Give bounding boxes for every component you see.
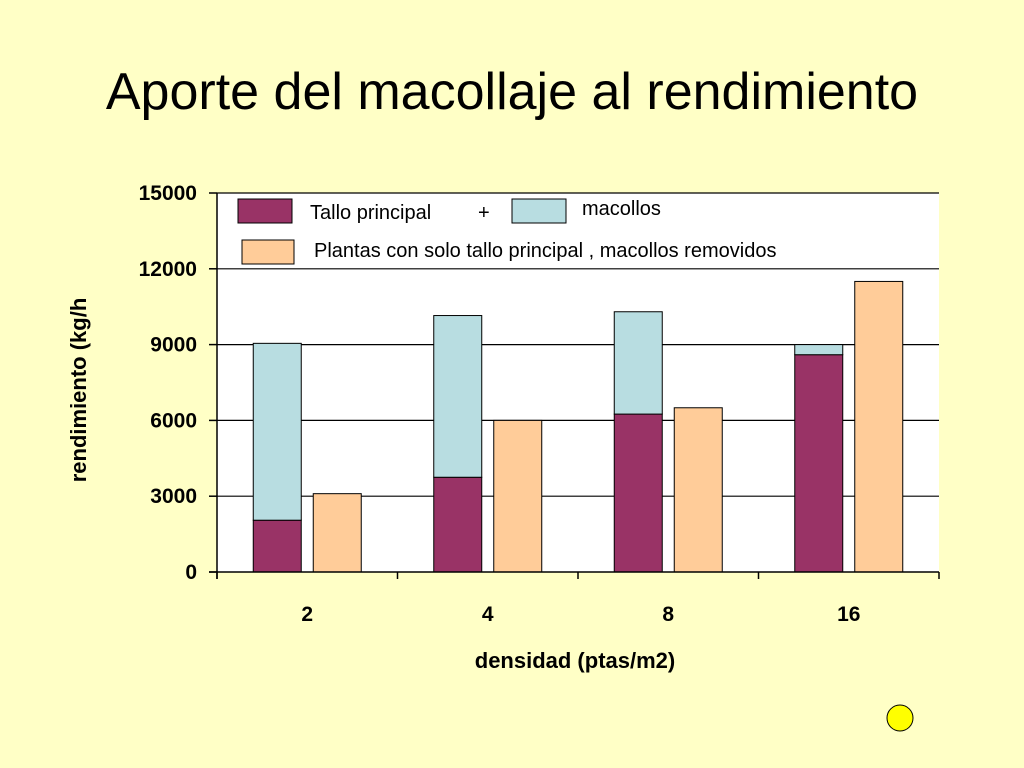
legend-plus: + bbox=[478, 202, 490, 224]
legend-swatch-removed bbox=[241, 239, 295, 265]
bar-segment bbox=[613, 311, 663, 415]
bar-segment bbox=[794, 354, 844, 573]
bar-segment bbox=[794, 344, 844, 356]
bar-segment bbox=[252, 519, 302, 573]
legend-label-macollos: macollos bbox=[582, 198, 661, 220]
axes bbox=[209, 192, 940, 579]
x-tick-label: 4 bbox=[482, 603, 494, 626]
legend-swatch-macollos bbox=[511, 198, 567, 224]
y-tick-label: 3000 bbox=[150, 485, 197, 508]
y-tick-label: 12000 bbox=[139, 258, 197, 281]
x-tick-label: 8 bbox=[662, 603, 674, 626]
y-tick-label: 6000 bbox=[150, 409, 197, 432]
bar bbox=[312, 493, 362, 573]
bar-segment bbox=[433, 476, 483, 573]
legend: Tallo principal + macollos Plantas con s… bbox=[237, 198, 776, 265]
bar-segment bbox=[613, 413, 663, 573]
y-axis-label: rendimiento (kg/h bbox=[66, 298, 91, 483]
x-axis-label: densidad (ptas/m2) bbox=[475, 648, 675, 673]
x-tick-label: 16 bbox=[837, 603, 860, 626]
bar-segment bbox=[433, 315, 483, 478]
legend-label-tallo: Tallo principal bbox=[310, 202, 431, 224]
bar bbox=[854, 280, 904, 573]
y-tick-label: 0 bbox=[185, 561, 197, 584]
legend-label-removed: Plantas con solo tallo principal , macol… bbox=[314, 240, 776, 262]
bar bbox=[493, 419, 543, 573]
slide-title: Aporte del macollaje al rendimiento bbox=[105, 63, 919, 121]
decorative-circle bbox=[886, 704, 914, 732]
x-tick-label: 2 bbox=[301, 603, 313, 626]
bar bbox=[673, 407, 723, 573]
y-tick-label: 9000 bbox=[150, 334, 197, 357]
bars bbox=[252, 280, 904, 573]
x-tick-labels: 2 4 8 16 bbox=[301, 603, 860, 626]
bar-segment bbox=[252, 342, 302, 521]
y-tick-labels: 0 3000 6000 9000 12000 15000 bbox=[139, 182, 197, 584]
legend-swatch-tallo bbox=[237, 198, 293, 224]
y-tick-label: 15000 bbox=[139, 182, 197, 205]
